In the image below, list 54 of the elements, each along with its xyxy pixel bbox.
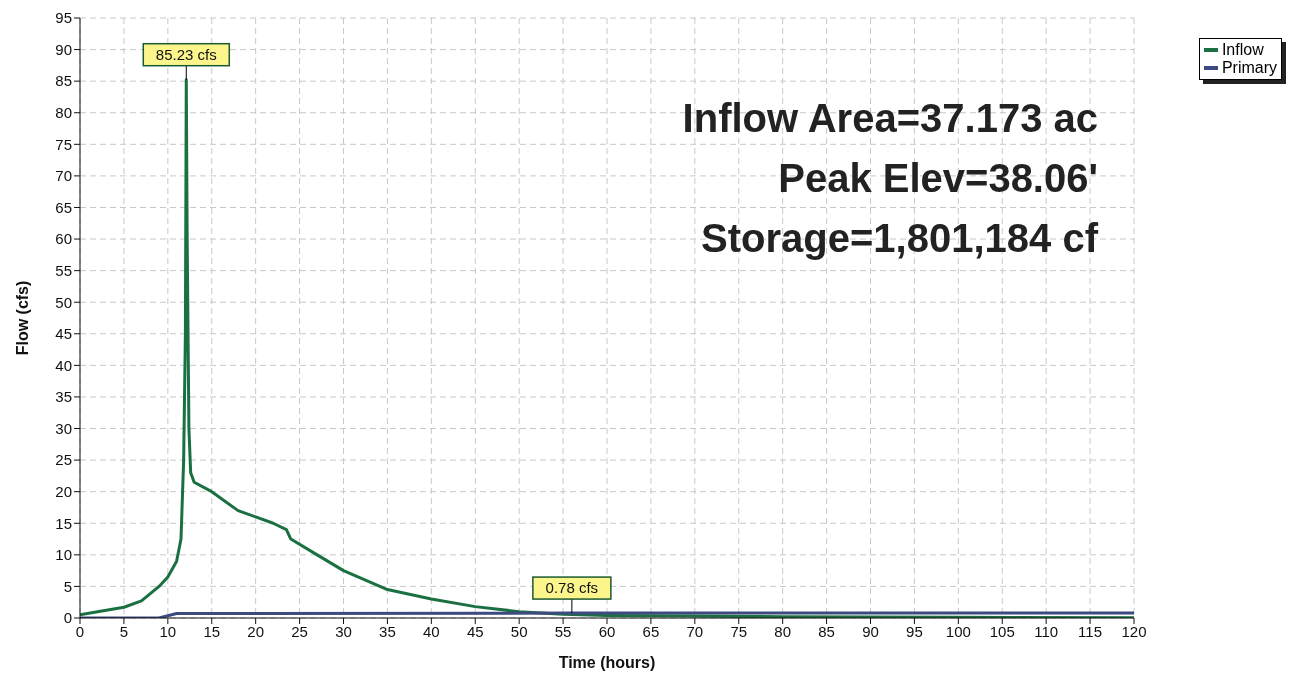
x-tick-label: 85 <box>818 622 835 640</box>
annotation: 0.78 cfs <box>545 579 599 597</box>
y-tick-label: 80 <box>55 104 72 122</box>
y-tick-label: 20 <box>55 483 72 501</box>
x-tick-label: 55 <box>554 622 572 640</box>
legend-label: Inflow <box>1221 41 1264 59</box>
x-tick-label: 105 <box>989 622 1015 640</box>
x-tick-label: 35 <box>379 622 396 640</box>
y-tick-label: 15 <box>55 514 72 532</box>
y-tick-label: 70 <box>55 167 72 185</box>
x-tick-label: 60 <box>598 622 616 640</box>
y-tick-label: 0 <box>63 609 72 627</box>
y-tick-label: 65 <box>55 198 72 216</box>
x-tick-label: 115 <box>1078 622 1103 640</box>
x-tick-label: 0 <box>75 622 85 640</box>
y-tick-label: 95 <box>55 9 72 27</box>
y-tick-label: 25 <box>55 451 72 469</box>
y-tick-label: 75 <box>55 135 72 153</box>
y-tick-label: 5 <box>63 577 72 595</box>
x-tick-label: 75 <box>730 622 748 640</box>
x-tick-label: 25 <box>291 622 308 640</box>
x-tick-label: 90 <box>862 622 879 640</box>
x-tick-label: 10 <box>159 622 177 640</box>
y-tick-label: 40 <box>55 356 72 374</box>
x-tick-label: 30 <box>335 622 352 640</box>
x-tick-label: 80 <box>774 622 792 640</box>
annotation: Inflow Area=37.173 ac <box>682 95 1098 142</box>
y-tick-label: 30 <box>55 419 72 437</box>
x-tick-label: 20 <box>247 622 265 640</box>
y-tick-label: 10 <box>55 546 72 564</box>
x-tick-label: 110 <box>1034 622 1059 640</box>
y-tick-label: 60 <box>55 230 72 248</box>
x-tick-label: 40 <box>422 622 440 640</box>
x-tick-label: 120 <box>1121 622 1147 640</box>
x-tick-label: 5 <box>119 622 129 640</box>
x-tick-label: 70 <box>686 622 704 640</box>
x-tick-label: 15 <box>203 622 221 640</box>
x-tick-label: 95 <box>906 622 923 640</box>
annotation: Peak Elev=38.06' <box>777 155 1098 202</box>
annotation: 85.23 cfs <box>155 45 217 63</box>
annotation: Storage=1,801,184 cf <box>700 215 1098 262</box>
y-axis-title: Flow (cfs) <box>13 280 31 356</box>
x-tick-label: 100 <box>945 622 971 640</box>
x-tick-label: 65 <box>642 622 660 640</box>
x-tick-label: 50 <box>510 622 528 640</box>
y-tick-label: 85 <box>55 72 72 90</box>
y-tick-label: 35 <box>55 388 72 406</box>
legend-label: Primary <box>1221 59 1277 77</box>
y-tick-label: 50 <box>55 293 72 311</box>
y-tick-label: 45 <box>55 325 72 343</box>
y-tick-label: 55 <box>55 261 72 279</box>
y-tick-label: 90 <box>55 40 72 58</box>
x-axis-title: Time (hours) <box>558 654 656 671</box>
x-tick-label: 45 <box>466 622 484 640</box>
